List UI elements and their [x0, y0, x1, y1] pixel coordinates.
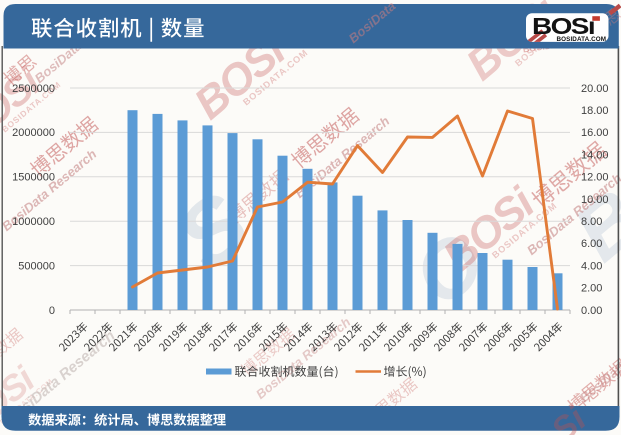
svg-text:1000000: 1000000 — [12, 216, 55, 228]
svg-text:18.00: 18.00 — [581, 105, 609, 117]
svg-text:20.00: 20.00 — [581, 83, 609, 95]
svg-text:8.00: 8.00 — [581, 216, 602, 228]
svg-text:0.00: 0.00 — [581, 305, 602, 317]
svg-text:6.00: 6.00 — [581, 238, 602, 250]
svg-text:500000: 500000 — [18, 260, 55, 272]
svg-text:BOSı: BOSı — [532, 14, 594, 39]
svg-text:2.00: 2.00 — [581, 283, 602, 295]
svg-text:10.00: 10.00 — [581, 194, 609, 206]
svg-text:0: 0 — [49, 305, 55, 317]
svg-text:2000000: 2000000 — [12, 127, 55, 139]
svg-text:12.00: 12.00 — [581, 172, 609, 184]
svg-text:14.00: 14.00 — [581, 149, 609, 161]
svg-text:16.00: 16.00 — [581, 127, 609, 139]
svg-text:BosiData R: BosiData R — [577, 349, 621, 405]
svg-text:4.00: 4.00 — [581, 260, 602, 272]
svg-text:BOSIDATA.COM: BOSIDATA.COM — [557, 36, 607, 43]
svg-text:2500000: 2500000 — [12, 83, 55, 95]
svg-text:1500000: 1500000 — [12, 172, 55, 184]
